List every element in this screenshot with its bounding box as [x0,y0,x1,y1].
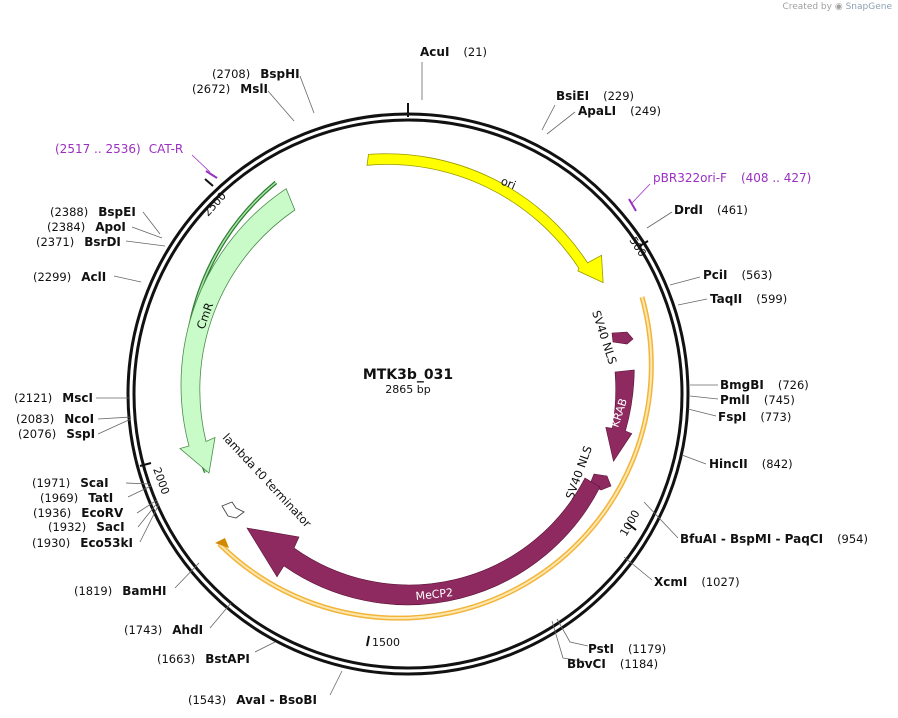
site-scai[interactable]: (1971) ScaI [32,476,109,490]
tick-1000-mark [626,522,637,531]
primer-pbr322ori-f-label[interactable]: pBR322ori-F (408 .. 427) [653,171,811,185]
backbone-inner [132,118,684,670]
site-msli[interactable]: (2672) MslI [192,82,268,96]
tick-1500-label: 1500 [372,636,400,649]
site-bsiei[interactable]: BsiEI (229) [556,89,634,103]
site-bbvci[interactable]: BbvCI (1184) [567,657,658,671]
primer-pbr322ori-f-leader [631,183,651,204]
leader-bfuai [643,501,679,539]
site-bamhi[interactable]: (1819) BamHI [74,584,167,598]
site-eco53ki[interactable]: (1930) Eco53kI [32,536,133,550]
site-bfuai-bspmi-paqci[interactable]: BfuAI - BspMI - PaqCI (954) [680,532,868,546]
site-acli[interactable]: (2299) AclI [33,270,106,284]
tick-2000-mark [139,462,152,467]
leader-hincii [681,454,707,465]
tick-2500-label: 2500 [201,190,229,220]
leader-psti [556,618,589,647]
leader-fspi [687,408,717,417]
leader-apali [546,111,576,135]
site-pci[interactable]: PciI (563) [703,268,772,282]
leader-xcmi [623,556,653,581]
leader-avai [329,670,343,696]
tick-1500-mark [366,635,370,647]
site-fspi[interactable]: FspI (773) [718,410,791,424]
leader-drdi [646,211,673,229]
site-drdi[interactable]: DrdI (461) [674,203,748,217]
plasmid-name: MTK3b_031 [363,367,453,383]
site-bmgbi[interactable]: BmgBI (726) [720,378,809,392]
site-sspi[interactable]: (2076) SspI [18,427,95,441]
leader-bamhi [174,562,200,589]
site-leaders [96,62,719,696]
leader-sspi [97,418,132,435]
site-acui[interactable]: AcuI (21) [420,45,487,59]
snapgene-credit: Created by ◉ SnapGene [782,2,892,12]
leader-msli [267,90,295,122]
orf-outline-arrowhead [215,538,229,548]
site-ahdi[interactable]: (1743) AhdI [124,623,203,637]
feature-lambda-t0-terminator[interactable] [221,501,245,519]
leader-eco53ki [139,503,160,543]
sites-left: (1543) AvaI - BsoBI (1663) BstAPI (1743) Ah… [14,67,317,707]
tick-2500-mark [204,178,214,187]
leader-bsphi [299,75,315,114]
leader-taqii [677,298,708,306]
site-avai-bsobi[interactable]: (1543) AvaI - BsoBI [188,693,317,707]
leader-tati [127,485,152,498]
leader-scai [125,482,151,485]
leader-pci [669,276,701,286]
leader-pmli [689,395,719,400]
site-bstapi[interactable]: (1663) BstAPI [157,652,250,666]
leader-apoi [131,226,163,239]
site-bsrdi[interactable]: (2371) BsrDI [36,235,121,249]
sites-right: AcuI (21) BsiEI (229) ApaLI (249) DrdI (461)… [420,45,868,671]
site-xcmi[interactable]: XcmI (1027) [654,575,740,589]
leader-ncoi [97,416,132,420]
site-hincii[interactable]: HincII (842) [709,457,793,471]
feature-cmr[interactable] [179,188,296,474]
tick-500-mark [637,240,649,248]
feature-ori-body[interactable] [366,153,604,284]
site-apali[interactable]: ApaLI (249) [578,104,661,118]
site-apoi[interactable]: (2384) ApoI [47,220,126,234]
orf-outline-arc-inner [218,296,653,620]
leader-ahdi [209,602,232,629]
leader-bsrdi [125,240,166,247]
feature-krab[interactable] [605,369,635,463]
site-psti[interactable]: PstI (1179) [588,642,666,656]
leader-bbvci [551,620,589,663]
tick-1000-label: 1000 [617,508,642,539]
primer-cat-r-label[interactable]: (2517 .. 2536) CAT-R [55,142,183,156]
feature-mecp2[interactable] [246,477,601,606]
site-taqii[interactable]: TaqII (599) [710,292,787,306]
site-ncoi[interactable]: (2083) NcoI [16,412,94,426]
site-bspei[interactable]: (2388) BspEI [50,205,136,219]
site-pmli[interactable]: PmlI (745) [720,393,795,407]
leader-acli [113,275,142,283]
primer-cat-r-mark[interactable] [205,170,218,179]
leader-bsiei [541,104,556,131]
feature-sv40-nls-1[interactable] [611,331,634,345]
snapgene-logo-icon: ◉ [834,2,843,12]
site-msci[interactable]: (2121) MscI [14,391,93,405]
leader-saci [137,501,159,528]
leader-bstapi [254,641,276,653]
plasmid-length: 2865 bp [385,383,430,396]
leader-bspei [142,211,161,235]
site-bsphi[interactable]: (2708) BspHI [212,67,300,81]
site-saci[interactable]: (1932) SacI [48,520,125,534]
leader-ecorv [136,499,158,514]
feature-ori-label: ori [499,174,518,193]
primer-cat-r-leader [191,154,211,173]
site-tati[interactable]: (1969) TatI [40,491,113,505]
primer-pbr322ori-f-mark[interactable] [628,198,637,212]
site-ecorv[interactable]: (1936) EcoRV [33,506,124,520]
feature-mecp2-label: MeCP2 [415,586,454,603]
